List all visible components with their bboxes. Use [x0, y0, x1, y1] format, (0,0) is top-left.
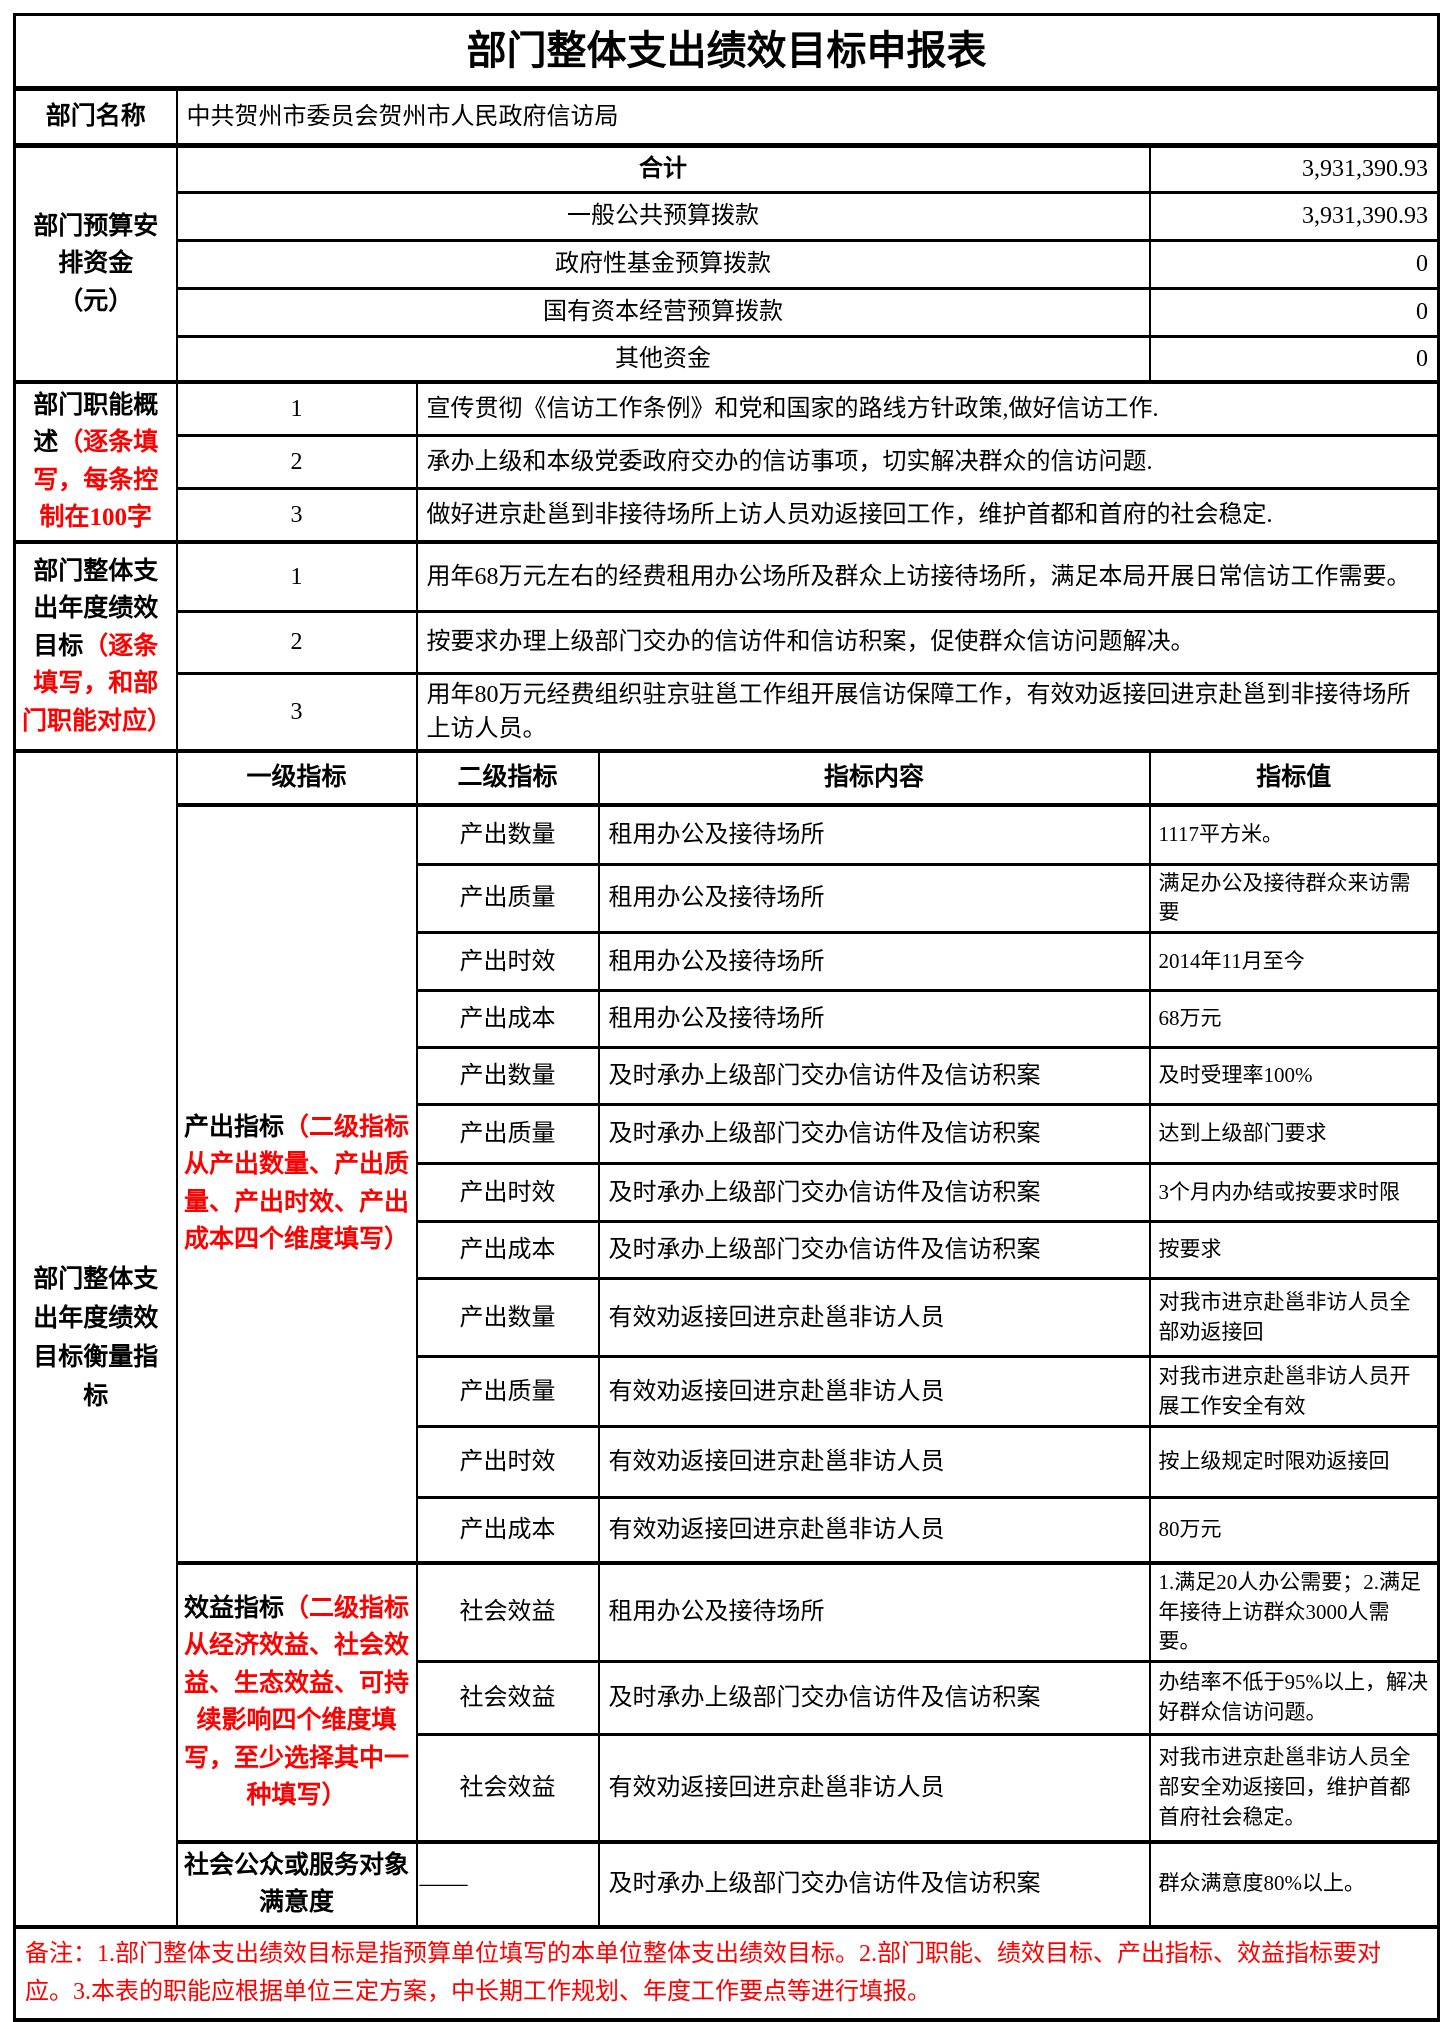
- indicator-level2: 产出时效: [415, 931, 600, 993]
- indicator-content: 有效劝返接回进京赴邕非访人员: [597, 1277, 1151, 1359]
- indicator-content: 租用办公及接待场所: [597, 803, 1151, 866]
- group-label-black: 效益指标: [183, 1594, 284, 1622]
- indicator-content: 及时承办上级部门交办信访件及信访积案: [597, 1103, 1151, 1166]
- header-level1: 一级指标: [175, 749, 418, 808]
- budget-row-value: 0: [1148, 335, 1440, 384]
- indicator-group-label: 效益指标（二级指标从经济效益、社会效益、生态效益、可持续影响四个维度填写，至少选…: [175, 1561, 418, 1844]
- budget-row-name: 一般公共预算拨款: [175, 191, 1151, 242]
- indicator-level2: 产出时效: [415, 1162, 600, 1224]
- indicator-level2: 社会效益: [415, 1660, 600, 1737]
- indicator-content: 租用办公及接待场所: [597, 862, 1151, 935]
- indicator-content: 及时承办上级部门交办信访件及信访积案: [597, 1046, 1151, 1107]
- indicator-level2: 产出数量: [415, 1277, 600, 1359]
- functions-section-label: 部门职能概述（逐条填写，每条控制在100字: [13, 380, 178, 544]
- indicator-content: 有效劝返接回进京赴邕非访人员: [597, 1496, 1151, 1565]
- goal-number: 1: [175, 540, 418, 613]
- indicator-value: 1117平方米。: [1148, 803, 1440, 866]
- department-name-label: 部门名称: [13, 87, 178, 148]
- header-level2: 二级指标: [415, 749, 600, 808]
- indicator-level2: 产出质量: [415, 1103, 600, 1166]
- indicator-content: 租用办公及接待场所: [597, 1561, 1151, 1664]
- indicator-content: 租用办公及接待场所: [597, 931, 1151, 993]
- functions-label-red: （逐条填写，每条控制在100字: [33, 429, 159, 531]
- indicator-value: 对我市进京赴邕非访人员开展工作安全有效: [1148, 1355, 1440, 1429]
- indicator-group-label: 产出指标（二级指标从产出数量、产出质量、产出时效、产出成本四个维度填写）: [175, 803, 418, 1565]
- indicator-value: 80万元: [1148, 1496, 1440, 1565]
- department-name-value: 中共贺州市委员会贺州市人民政府信访局: [175, 87, 1440, 148]
- indicator-content: 有效劝返接回进京赴邕非访人员: [597, 1733, 1151, 1844]
- indicator-level2: 产出质量: [415, 1355, 600, 1429]
- indicator-level2: 产出质量: [415, 862, 600, 935]
- indicator-level2: 产出数量: [415, 1046, 600, 1107]
- indicator-value: 及时受理率100%: [1148, 1046, 1440, 1107]
- indicator-level2: 社会效益: [415, 1561, 600, 1664]
- indicator-value: 对我市进京赴邕非访人员全部安全劝返接回，维护首都首府社会稳定。: [1148, 1733, 1440, 1844]
- indicator-value: 3个月内办结或按要求时限: [1148, 1162, 1440, 1224]
- function-text: 做好进京赴邕到非接待场所上访人员劝返接回工作，维护首都和首府的社会稳定.: [415, 487, 1440, 544]
- indicator-level2: 产出成本: [415, 1496, 600, 1565]
- indicator-value: 达到上级部门要求: [1148, 1103, 1440, 1166]
- indicator-value: 按上级规定时限劝返接回: [1148, 1425, 1440, 1500]
- indicators-side-label: 部门整体支出年度绩效目标衡量指标: [13, 749, 178, 1929]
- budget-row-name: 国有资本经营预算拨款: [175, 287, 1151, 338]
- group-label-red: （二级指标从产出数量、产出质量、产出时效、产出成本四个维度填写）: [183, 1113, 410, 1254]
- goal-text: 用年68万元左右的经费租用办公场所及群众上访接待场所，满足本局开展日常信访工作需…: [415, 540, 1440, 613]
- indicator-content: 及时承办上级部门交办信访件及信访积案: [597, 1162, 1151, 1224]
- goal-number: 2: [175, 610, 418, 675]
- group-label-black: 产出指标: [183, 1113, 284, 1141]
- budget-row-value: 0: [1148, 239, 1440, 290]
- budget-row-value: 3,931,390.93: [1148, 144, 1440, 194]
- goals-section-label: 部门整体支出年度绩效目标（逐条填写，和部门职能对应）: [13, 540, 178, 754]
- function-number: 2: [175, 434, 418, 491]
- indicator-value: 群众满意度80%以上。: [1148, 1840, 1440, 1929]
- indicator-level2: 社会效益: [415, 1733, 600, 1844]
- budget-row-name: 合计: [175, 144, 1151, 194]
- indicator-content: 及时承办上级部门交办信访件及信访积案: [597, 1220, 1151, 1281]
- function-number: 1: [175, 379, 418, 438]
- indicator-level2: 产出数量: [415, 803, 600, 866]
- indicator-content: 有效劝返接回进京赴邕非访人员: [597, 1355, 1151, 1429]
- header-content: 指标内容: [597, 749, 1151, 808]
- goal-number: 3: [175, 672, 418, 754]
- indicator-value: 按要求: [1148, 1220, 1440, 1281]
- goals-label-red: （逐条填写，和部门职能对应）: [22, 632, 173, 735]
- indicator-content: 有效劝返接回进京赴邕非访人员: [597, 1425, 1151, 1500]
- indicator-level2: 产出成本: [415, 1220, 600, 1281]
- indicator-level2: 产出成本: [415, 989, 600, 1050]
- budget-row-value: 0: [1148, 287, 1440, 338]
- goal-text: 用年80万元经费组织驻京驻邕工作组开展信访保障工作，有效劝返接回进京赴邕到非接待…: [415, 672, 1440, 754]
- indicator-value: 2014年11月至今: [1148, 931, 1440, 993]
- indicator-value: 对我市进京赴邕非访人员全部劝返接回: [1148, 1277, 1440, 1359]
- group-label-black: 社会公众或服务对象满意度: [183, 1851, 409, 1917]
- indicator-content: 及时承办上级部门交办信访件及信访积案: [597, 1660, 1151, 1737]
- indicator-value: 68万元: [1148, 989, 1440, 1050]
- indicator-level2: ——: [415, 1840, 600, 1929]
- budget-row-value: 3,931,390.93: [1148, 191, 1440, 242]
- indicator-value: 满足办公及接待群众来访需要: [1148, 862, 1440, 935]
- goals-label-black: 部门整体支出年度绩效目标: [33, 557, 159, 660]
- indicator-value: 1.满足20人办公需要；2.满足年接待上访群众3000人需要。: [1148, 1561, 1440, 1664]
- form-title: 部门整体支出绩效目标申报表: [13, 13, 1440, 91]
- functions-label-black: 部门职能概述: [33, 391, 159, 457]
- indicator-level2: 产出时效: [415, 1425, 600, 1500]
- goal-text: 按要求办理上级部门交办的信访件和信访积案，促使群众信访问题解决。: [415, 610, 1440, 675]
- indicator-value: 办结率不低于95%以上，解决好群众信访问题。: [1148, 1660, 1440, 1737]
- indicator-content: 租用办公及接待场所: [597, 989, 1151, 1050]
- function-text: 宣传贯彻《信访工作条例》和党和国家的路线方针政策,做好信访工作.: [415, 379, 1440, 438]
- form-table: 部门整体支出绩效目标申报表 部门名称 中共贺州市委员会贺州市人民政府信访局 部门…: [13, 13, 1441, 2022]
- header-value: 指标值: [1148, 749, 1440, 808]
- budget-row-name: 政府性基金预算拨款: [175, 239, 1151, 290]
- budget-row-name: 其他资金: [175, 335, 1151, 384]
- budget-section-label: 部门预算安 排资金 （元）: [13, 144, 178, 384]
- indicator-content: 及时承办上级部门交办信访件及信访积案: [597, 1840, 1151, 1929]
- group-label-red: （二级指标从经济效益、社会效益、生态效益、可持续影响四个维度填写，至少选择其中一…: [183, 1594, 410, 1810]
- indicator-group-label: 社会公众或服务对象满意度: [175, 1840, 418, 1929]
- function-text: 承办上级和本级党委政府交办的信访事项，切实解决群众的信访问题.: [415, 434, 1440, 491]
- footer-note: 备注：1.部门整体支出绩效目标是指预算单位填写的本单位整体支出绩效目标。2.部门…: [13, 1924, 1440, 2022]
- function-number: 3: [175, 487, 418, 544]
